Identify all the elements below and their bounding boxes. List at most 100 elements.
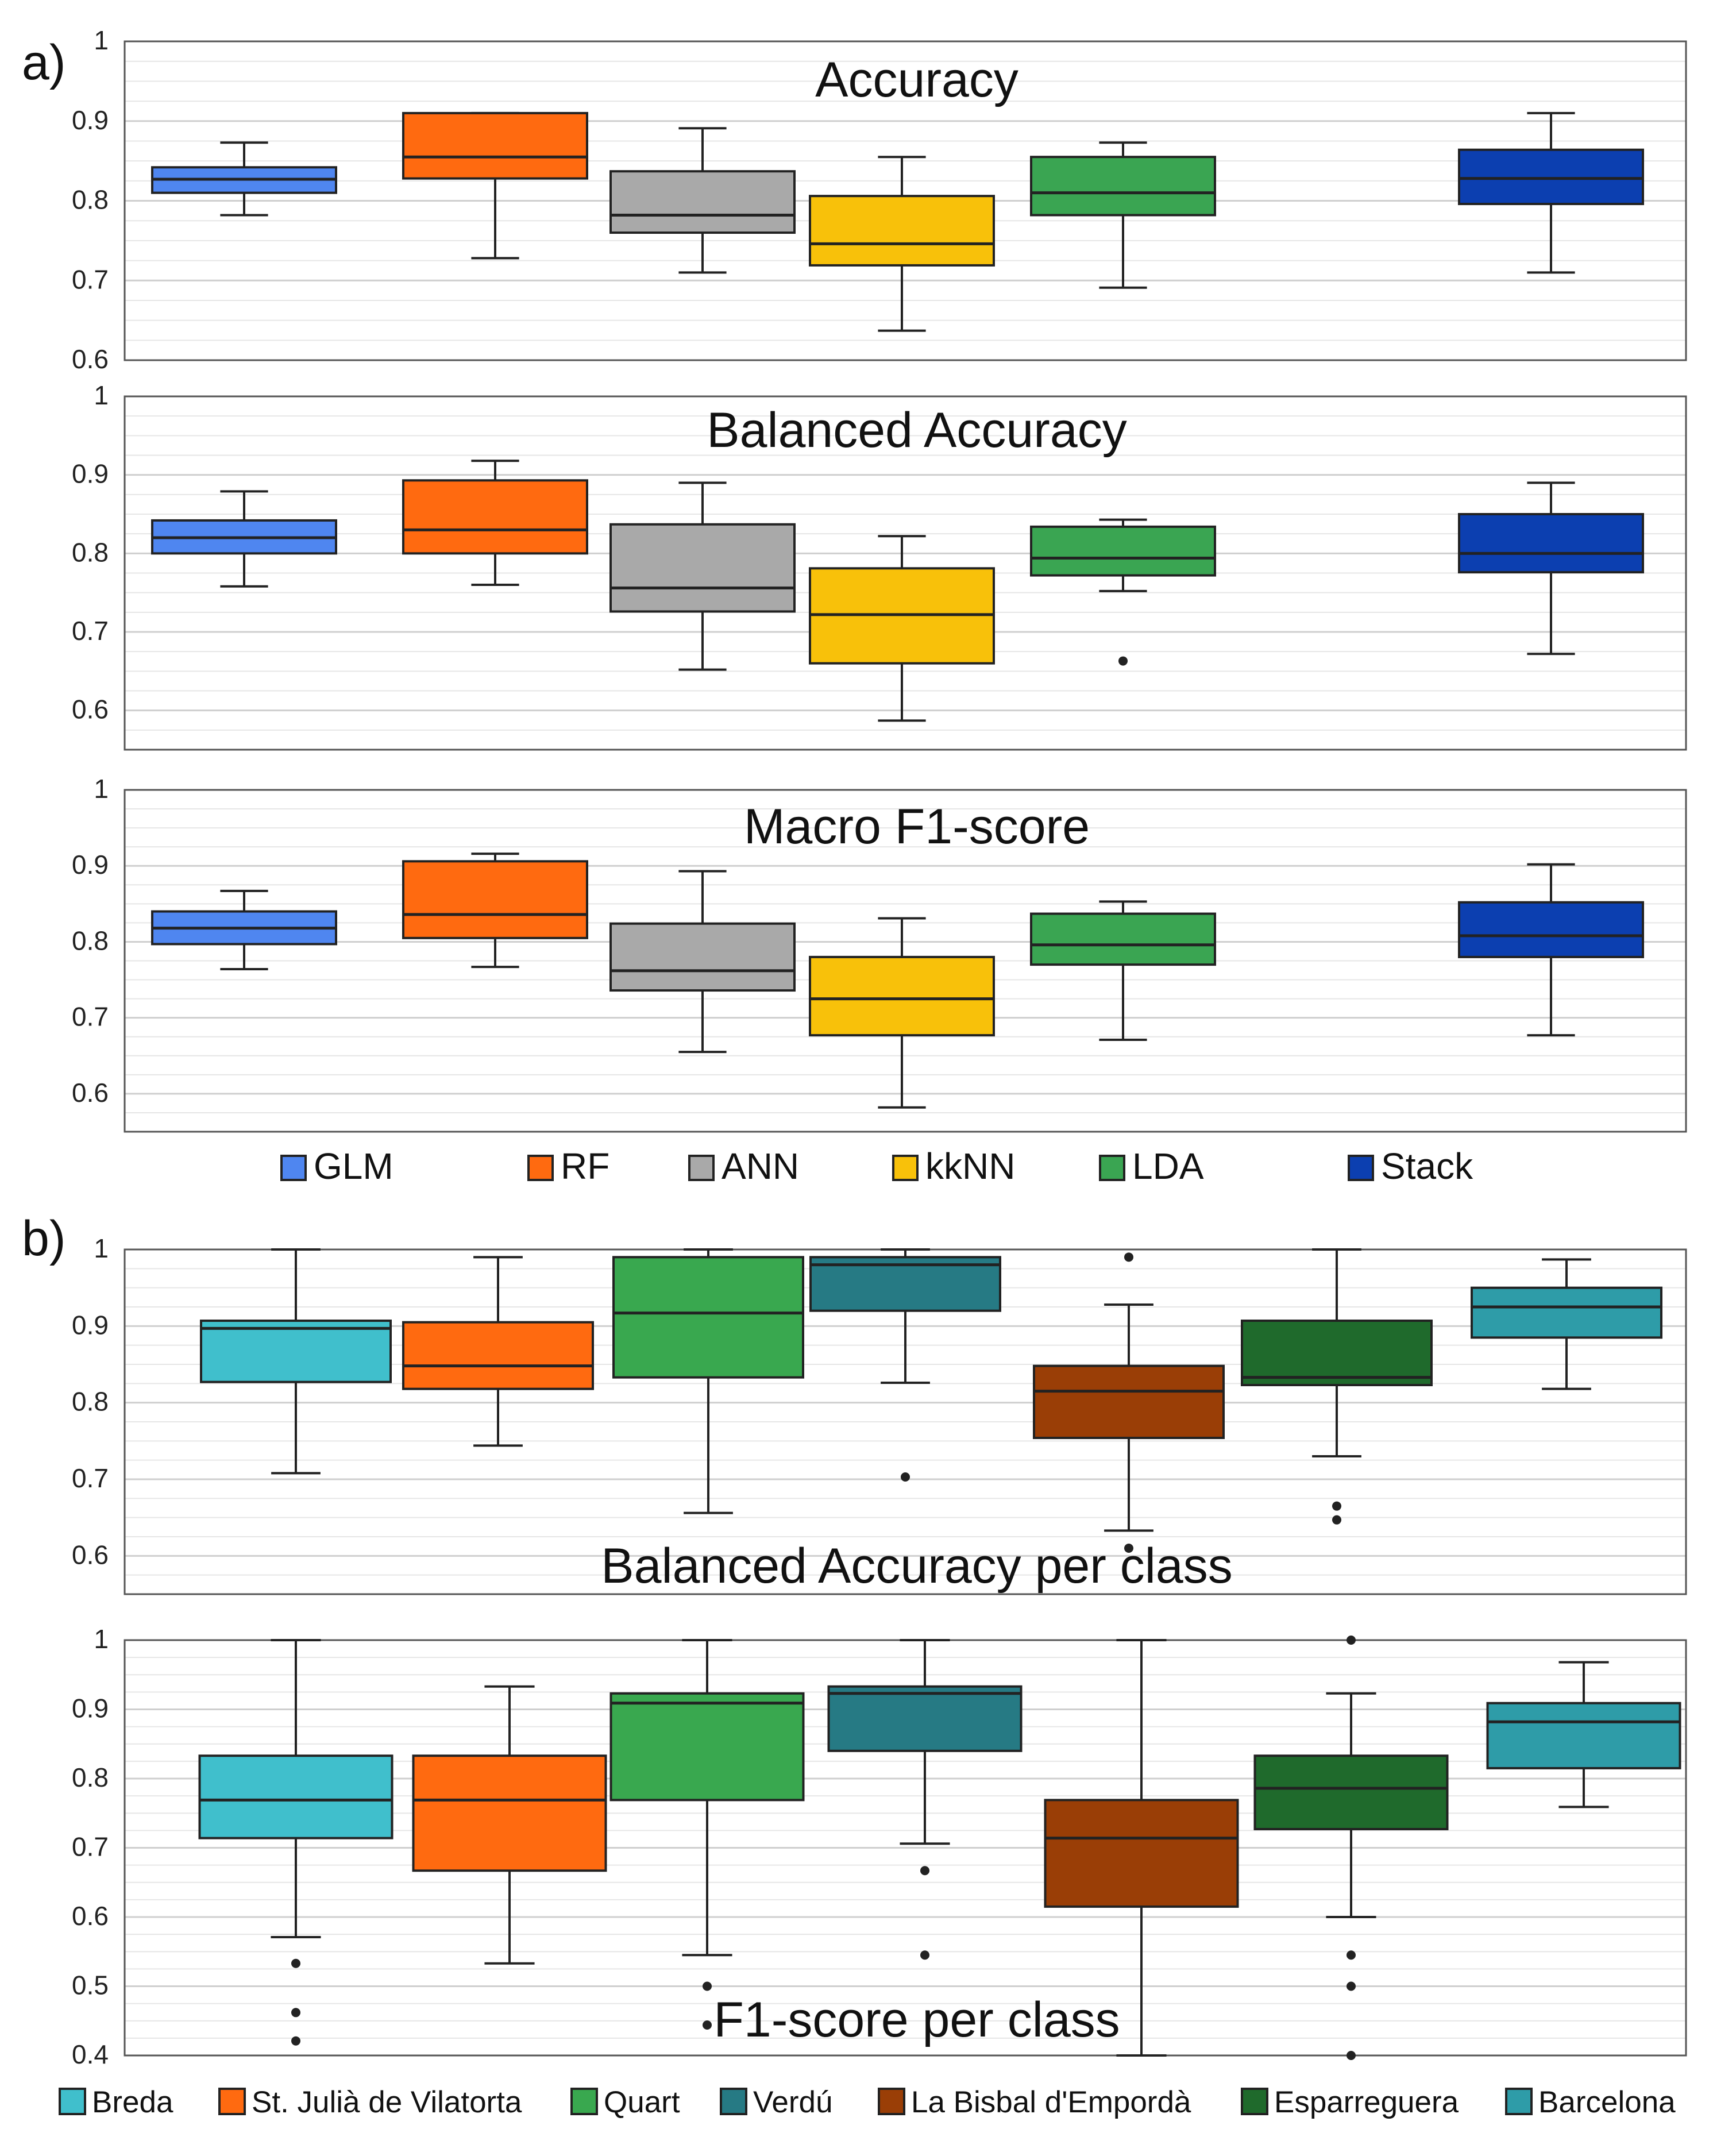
outlier-point [901, 1472, 910, 1482]
legend-label-kknn: kkNN [925, 1146, 1015, 1187]
box-iqr [198, 1754, 393, 1839]
outlier-point [1118, 656, 1128, 666]
panel-label-a: a) [22, 35, 65, 90]
y-tick-label: 0.8 [72, 1387, 109, 1417]
box-kknn [809, 535, 995, 722]
box-iqr [609, 523, 796, 613]
legend-swatch-ann [688, 1155, 715, 1181]
legend-swatch-glm [280, 1155, 307, 1181]
y-tick-label: 1 [94, 1624, 109, 1654]
legend-label-stack: Stack [1381, 1146, 1473, 1187]
box-stack [1458, 863, 1644, 1037]
chart-title: Balanced Accuracy [707, 403, 1126, 458]
chart-macro-f1-score: 0.6 0.7 0.8 0.9 1 Macro F1-score [72, 774, 1687, 1133]
y-tick-label: 0.5 [72, 1970, 109, 2000]
y-tick-label: 0.7 [72, 1002, 109, 1032]
box-glm [151, 490, 337, 588]
box-iqr [612, 1256, 804, 1379]
y-tick-label: 0.6 [72, 344, 109, 374]
chart-title: Macro F1-score [744, 799, 1090, 854]
y-tick-label: 0.9 [72, 1694, 109, 1723]
chart-title: Accuracy [815, 52, 1018, 107]
outlier-point [703, 2020, 712, 2030]
box-iqr [809, 955, 995, 1037]
y-tick-label: 1 [94, 1233, 109, 1263]
box-verdu [809, 1248, 1001, 1482]
box-iqr [827, 1685, 1023, 1752]
box-st-julia-de-vilatorta [402, 1256, 594, 1447]
box-iqr [402, 111, 588, 180]
legend-label-st-julia-de-vilatorta: St. Julià de Vilatorta [252, 2085, 522, 2119]
legend-label-quart: Quart [604, 2085, 680, 2119]
box-iqr [609, 170, 796, 234]
y-tick-label: 0.8 [72, 185, 109, 215]
box-ann [609, 127, 796, 274]
outlier-point [1124, 1252, 1133, 1262]
legend-label-barcelona: Barcelona [1538, 2085, 1676, 2119]
chart-title: F1-score per class [713, 1992, 1120, 2047]
box-iqr [1458, 148, 1644, 206]
outlier-point [703, 1981, 712, 1991]
legend-swatch-barcelona [1505, 2088, 1533, 2115]
box-iqr [1486, 1702, 1681, 1769]
outlier-point [1332, 1501, 1341, 1511]
box-iqr [200, 1320, 392, 1383]
box-breda [198, 1639, 393, 2046]
legend-classes: Breda St. Julià de Vilatorta Quart Verdú La … [59, 2085, 1676, 2119]
box-iqr [402, 860, 588, 939]
y-tick-label: 0.9 [72, 459, 109, 489]
box-stack [1458, 111, 1644, 274]
legend-label-glm: GLM [314, 1146, 393, 1187]
box-iqr [1030, 156, 1216, 217]
box-iqr [402, 479, 588, 555]
y-tick-label: 0.9 [72, 105, 109, 135]
y-tick-label: 0.7 [72, 264, 109, 294]
y-tick-label: 0.9 [72, 1310, 109, 1340]
legend-label-rf: RF [561, 1146, 609, 1187]
box-quart [609, 1639, 805, 2030]
box-iqr [1458, 513, 1644, 574]
box-quart [612, 1248, 804, 1514]
box-verdu [827, 1639, 1023, 1960]
box-iqr [1241, 1320, 1433, 1386]
box-iqr [1253, 1754, 1449, 1830]
legend-swatch-la-bisbal-d-emporda [878, 2088, 905, 2115]
box-rf [402, 111, 588, 260]
box-iqr [1458, 901, 1644, 958]
box-st-julia-de-vilatorta [412, 1685, 607, 1965]
box-iqr [1044, 1799, 1239, 1908]
outlier-point [1332, 1515, 1341, 1525]
box-rf [402, 853, 588, 969]
plot-frame [124, 395, 1687, 751]
box-rf [402, 460, 588, 586]
box-breda [200, 1248, 392, 1475]
y-tick-label: 0.7 [72, 1832, 109, 1862]
y-tick-label: 0.4 [72, 2039, 109, 2069]
box-ann [609, 870, 796, 1054]
outlier-point [1347, 1981, 1356, 1991]
legend-swatch-kknn [892, 1155, 919, 1181]
box-lda [1030, 900, 1216, 1042]
box-iqr [412, 1754, 607, 1872]
box-ann [609, 481, 796, 671]
y-tick-label: 0.8 [72, 537, 109, 567]
legend-label-ann: ANN [722, 1146, 799, 1187]
chart-accuracy: 0.6 0.7 0.8 0.9 1 Accuracy [72, 25, 1687, 374]
box-iqr [809, 195, 995, 267]
y-tick-label: 0.6 [72, 1540, 109, 1569]
y-tick-label: 0.7 [72, 1463, 109, 1493]
outlier-point [920, 1866, 929, 1876]
box-la-bisbal-d-emporda [1033, 1252, 1225, 1553]
y-tick-label: 1 [94, 380, 109, 410]
box-iqr [402, 1321, 594, 1390]
box-iqr [609, 1692, 805, 1802]
outlier-point [1124, 1544, 1133, 1553]
legend-swatch-esparreguera [1241, 2088, 1268, 2115]
y-tick-label: 0.6 [72, 695, 109, 724]
chart-title: Balanced Accuracy per class [601, 1538, 1232, 1594]
y-tick-label: 0.7 [72, 616, 109, 646]
legend-swatch-quart [570, 2088, 598, 2115]
outlier-point [291, 2036, 300, 2046]
legend-label-esparreguera: Esparreguera [1274, 2085, 1459, 2119]
